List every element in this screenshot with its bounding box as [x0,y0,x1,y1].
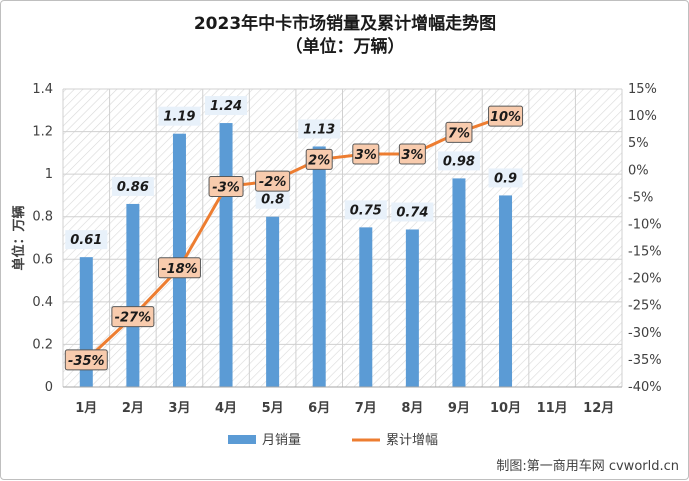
x-tick-label: 7月 [355,401,377,416]
line-data-label: 10% [490,110,521,125]
y2-tick-label: 0% [628,163,649,178]
bar [126,203,140,387]
line-data-label: -35% [68,354,105,369]
y-tick-label: 0 [45,380,53,395]
line-data-label: 2% [308,153,330,168]
bar-label-bg [111,176,154,196]
line-data-label: 3% [401,148,423,163]
bar-data-label: 0.98 [443,154,475,169]
x-tick-label: 2月 [122,401,144,416]
bar-data-label: 0.9 [494,171,517,186]
x-tick-label: 4月 [215,401,237,416]
y-tick-label: 1.4 [32,82,53,97]
line-label-box [208,176,244,198]
bar-data-label: 0.61 [70,233,102,248]
growth-line [85,114,507,362]
line-data-label: -18% [161,262,198,277]
bar-data-label: 0.8 [261,193,284,208]
bar-label-bg [391,202,434,222]
y2-tick-label: -15% [628,245,662,260]
line-label-box [305,148,333,170]
line-data-label: -2% [259,175,286,190]
legend-bar-swatch [228,435,256,444]
bar-data-label: 1.24 [210,99,242,114]
line-label-box [398,143,426,165]
bar [219,123,233,388]
x-tick-label: 1月 [75,401,97,416]
bar-data-label: 0.74 [396,205,428,220]
bar-data-label: 0.75 [350,203,382,218]
y-tick-label: 0.6 [32,252,53,267]
bar-data-label: 1.13 [303,122,335,137]
line-label-box [255,170,291,192]
y2-tick-label: 15% [628,82,657,97]
legend: 月销量 累计增幅 [228,433,438,448]
legend-line-label: 累计增幅 [386,433,438,448]
bar [499,195,513,387]
x-tick-label: 3月 [168,401,190,416]
y-tick-label: 0.4 [32,295,53,310]
line-data-label: -3% [212,181,239,196]
x-tick-label: 10月 [490,401,521,416]
line-label-box [64,349,108,371]
data-labels: 0.61 0.86 1.19 1.24 0.8 1.13 0.75 0.74 0.98 0.9 -3… [64,96,524,371]
y-tick-label: 1.2 [32,125,53,140]
bar-label-bg [205,96,248,116]
source-credit: 制图:第一商用车网 cvworld.cn [496,458,679,474]
bar-label-bg [255,189,290,209]
line-label-box [352,143,380,165]
y2-tick-label: 10% [628,109,657,124]
axes: 0 0.2 0.4 0.6 0.8 1 1.2 1.4 -40% -35% -30% -25% -20%… [32,82,661,416]
line-label-box [488,105,524,127]
y2-tick-label: -35% [628,353,662,368]
bar-label-bg [344,200,387,220]
line-label-box [445,121,473,143]
gridlines [62,88,623,388]
y2-tick-label: -40% [628,380,662,395]
line-label-box [111,306,155,328]
x-tick-label: 5月 [262,401,284,416]
y2-tick-label: -25% [628,299,662,314]
chart-title: 2023年中卡市场销量及累计增幅走势图 [194,13,496,34]
x-tick-label: 8月 [401,401,423,416]
y2-tick-label: -10% [628,217,662,232]
bar-label-bg [158,106,201,126]
x-tick-label: 6月 [308,401,330,416]
y2-tick-label: -20% [628,272,662,287]
x-tick-label: 9月 [448,401,470,416]
bar-data-label: 1.19 [163,110,195,125]
y-tick-label: 1 [45,167,53,182]
y-axis-title: 单位：万辆 [11,205,27,270]
y2-tick-label: 5% [628,136,649,151]
line-label-box [157,257,201,279]
y2-tick-label: -5% [628,190,653,205]
bar-label-bg [488,168,523,188]
line-data-label: 7% [448,126,470,141]
line-data-label: -27% [115,311,152,326]
legend-bar-label: 月销量 [262,433,301,448]
y-tick-label: 0.2 [32,337,53,352]
bar [312,146,326,387]
bar [359,227,373,387]
y2-tick-label: -30% [628,326,662,341]
line-series [85,114,507,362]
bar [405,229,419,387]
chart-subtitle: （单位：万辆） [286,36,405,57]
bar-label-bg [437,151,480,171]
bar-data-label: 0.86 [117,180,149,195]
x-tick-label: 11月 [537,401,568,416]
y-tick-label: 0.8 [32,210,53,225]
bar [266,216,280,387]
bar-label-bg [65,230,108,250]
bar [452,178,466,387]
line-data-label: 3% [355,148,377,163]
x-tick-label: 12月 [583,401,614,416]
bar-label-bg [298,119,341,139]
